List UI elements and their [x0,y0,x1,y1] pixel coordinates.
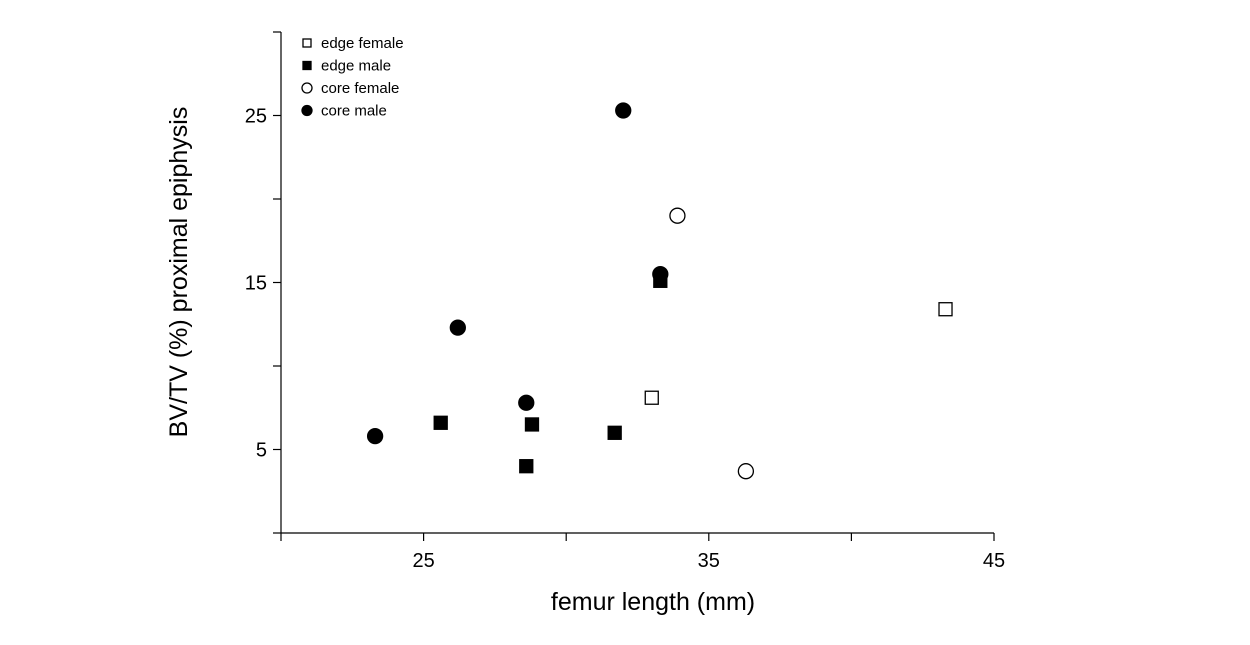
y-tick-label: 5 [256,440,267,462]
y-tick-label: 25 [245,106,267,128]
edge-male-legend-marker [302,60,312,71]
legend-label: edge male [321,58,391,75]
x-tick-label: 35 [698,550,720,572]
core-male-point [449,319,466,336]
y-axis-title: BV/TV (%) proximal epiphysis [165,107,193,438]
core-female-legend-marker [301,82,313,94]
core-male-legend-marker [301,104,313,117]
edge-female-legend-marker [302,38,312,48]
x-tick-label: 45 [983,550,1005,572]
edge-male-point [607,425,622,440]
legend-label: edge female [321,35,404,52]
y-ticks: 5 15 25 [245,31,281,534]
core-male-point [615,102,632,119]
edge-male-point [519,459,534,474]
core-male-point [652,265,669,283]
y-tick-label: 15 [245,273,267,295]
core-male-point [518,394,535,411]
legend-label: core female [321,80,399,97]
x-tick-label: 25 [412,550,434,572]
legend-label: core male [321,103,387,120]
core-male-point [366,427,384,445]
core-female-point [669,207,686,224]
data-points [366,102,953,480]
edge-female-point [938,302,953,317]
edge-female-point [644,390,659,405]
edge-male-point [524,417,540,432]
x-axis-title: femur length (mm) [551,588,755,616]
axes [280,32,994,534]
edge-male-point [433,415,448,430]
core-female-point [737,463,755,480]
legend: edge female edge male core female core male [301,35,404,120]
x-ticks: 25 35 45 [280,533,1005,572]
